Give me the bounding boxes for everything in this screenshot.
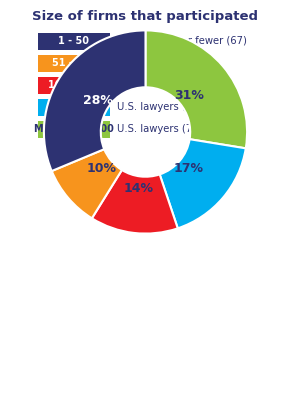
Bar [38, 121, 110, 138]
Text: 10%: 10% [87, 163, 117, 176]
Text: 28%: 28% [83, 94, 113, 107]
Wedge shape [44, 31, 146, 171]
Wedge shape [92, 170, 178, 234]
Text: 201 - 500: 201 - 500 [48, 102, 100, 112]
Text: Size of firms that participated: Size of firms that participated [32, 10, 258, 23]
Text: 17%: 17% [174, 163, 204, 176]
Text: U.S. lawyers (34): U.S. lawyers (34) [117, 81, 202, 91]
Text: 14%: 14% [124, 182, 154, 195]
Text: 1 - 50: 1 - 50 [58, 36, 90, 46]
Text: 51 - 100: 51 - 100 [52, 59, 96, 69]
Text: More than 500: More than 500 [34, 125, 114, 135]
Bar [38, 99, 110, 116]
Wedge shape [160, 139, 246, 228]
Text: 31%: 31% [174, 89, 204, 102]
Text: U.S. lawyers or fewer (67): U.S. lawyers or fewer (67) [117, 36, 247, 46]
Bar [38, 55, 110, 72]
Text: U.S. lawyers (76): U.S. lawyers (76) [117, 125, 202, 135]
Text: U.S. lawyers (24): U.S. lawyers (24) [117, 59, 202, 69]
Text: U.S. lawyers (42): U.S. lawyers (42) [117, 102, 202, 112]
Wedge shape [52, 149, 122, 218]
Bar [38, 33, 110, 50]
Bar [38, 77, 110, 94]
Text: 101 - 200: 101 - 200 [48, 81, 100, 91]
Wedge shape [146, 31, 247, 148]
